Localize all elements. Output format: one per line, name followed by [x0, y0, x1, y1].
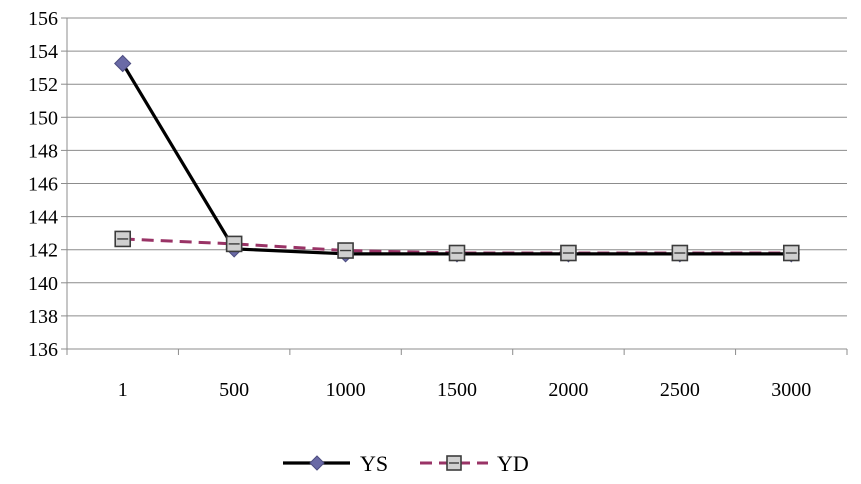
series-line-ys [121, 62, 792, 256]
data-point-yd [337, 242, 354, 259]
x-tick-label: 2000 [548, 379, 588, 401]
y-tick-label: 136 [28, 339, 58, 361]
y-tick-label: 144 [28, 207, 58, 229]
axes [61, 17, 848, 355]
data-point-yd [560, 244, 577, 262]
y-tick-label: 156 [28, 8, 58, 30]
gridlines [67, 17, 847, 317]
data-point-yd [448, 244, 466, 262]
series-lines [121, 62, 792, 256]
y-tick-label: 140 [28, 273, 58, 295]
data-point-yd [114, 230, 132, 248]
legend: YS YD [283, 451, 529, 476]
y-tick-label: 142 [28, 240, 58, 262]
legend-label-ys: YS [360, 451, 388, 476]
data-point-yd [782, 244, 800, 262]
x-tick-label: 500 [219, 379, 249, 401]
x-tick-label: 2500 [660, 379, 700, 401]
data-point-yd [671, 244, 689, 262]
legend-marker-yd [446, 455, 462, 471]
x-tick-label: 1500 [437, 379, 477, 401]
data-point-ys [114, 54, 132, 73]
legend-label-yd: YD [497, 451, 529, 476]
x-tick-label: 1 [118, 379, 128, 401]
data-point-yd [225, 235, 243, 253]
y-tick-label: 154 [28, 41, 58, 63]
x-tick-label: 3000 [771, 379, 811, 401]
x-tick-label: 1000 [326, 379, 366, 401]
y-tick-label: 150 [28, 107, 58, 129]
legend-marker-ys [309, 455, 325, 471]
y-tick-label: 146 [28, 174, 58, 196]
y-axis-ticks: 136 138 140 142 144 146 148 150 152 154 156 [28, 8, 58, 361]
y-tick-label: 152 [28, 74, 58, 96]
x-axis-ticks: 1 500 1000 1500 2000 2500 3000 [118, 379, 812, 401]
y-tick-label: 138 [28, 306, 58, 328]
y-tick-label: 148 [28, 140, 58, 162]
series-markers [114, 54, 800, 263]
